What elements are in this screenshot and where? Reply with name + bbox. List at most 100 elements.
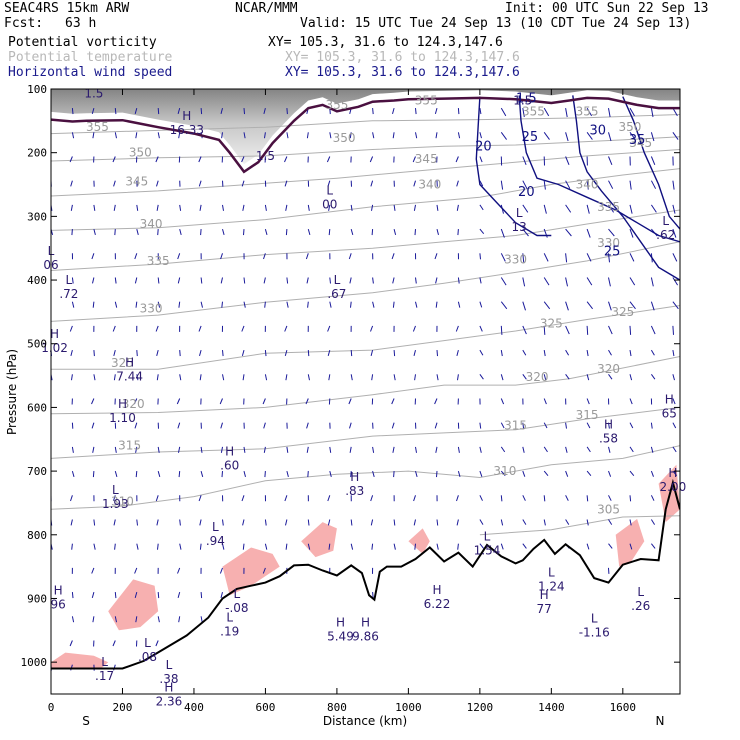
- wind-vector: [650, 325, 656, 335]
- extremum-symbol: L: [516, 206, 523, 220]
- wind-vector: [608, 180, 614, 189]
- extremum-symbol: L: [484, 529, 491, 543]
- wind-vector: [157, 108, 160, 115]
- wind-vector: [307, 519, 310, 526]
- x-axis-start-label: S: [82, 714, 90, 728]
- pv-negative-region-3: [301, 522, 337, 558]
- wind-vector: [650, 156, 656, 165]
- wind-vector: [415, 108, 417, 115]
- wind-vector: [522, 204, 529, 213]
- wind-vector: [543, 204, 547, 214]
- wind-vector: [135, 616, 138, 623]
- wind-vector: [177, 591, 181, 599]
- wind-vector: [415, 301, 418, 308]
- wind-vector: [522, 422, 525, 429]
- wind-vector: [372, 470, 375, 478]
- wind-vector: [71, 277, 74, 284]
- wind-vector: [349, 446, 352, 453]
- extremum-symbol: H: [164, 680, 173, 694]
- wind-vector: [114, 108, 117, 115]
- extremum-30: L.17: [95, 655, 114, 683]
- wind-vector: [200, 277, 203, 284]
- wind-vector: [284, 156, 288, 163]
- wind-vector: [243, 301, 246, 308]
- extremum-value: 1.93: [102, 497, 129, 511]
- wind-vector: [522, 156, 527, 165]
- wind-vector: [91, 422, 95, 429]
- wind-vector: [178, 471, 181, 478]
- wind-vector: [177, 107, 181, 115]
- wind-speed-contour-35: [622, 96, 680, 230]
- wind-vector: [565, 374, 570, 380]
- wind-vector: [92, 616, 95, 623]
- wind-vector: [241, 180, 245, 187]
- wind-vector: [307, 301, 309, 308]
- wind-vector: [415, 470, 418, 478]
- wind-vector: [243, 446, 246, 453]
- wind-vector: [393, 471, 395, 478]
- wind-vector: [157, 301, 161, 308]
- wind-vector: [328, 229, 331, 236]
- wind-vector: [565, 519, 570, 525]
- theta-label-355-0: 355: [86, 120, 109, 134]
- wind-vector: [500, 132, 508, 140]
- wind-vector: [479, 543, 484, 549]
- wind-vector: [565, 301, 569, 311]
- wind-vector: [92, 132, 95, 139]
- theta-label-325-1: 325: [540, 316, 563, 330]
- wind-vector: [71, 108, 74, 115]
- wind-vector: [349, 132, 352, 139]
- y-tick-label-1000: 1000: [21, 656, 48, 669]
- field-xy-theta: XY= 105.3, 31.6 to 124.3,147.6: [285, 50, 520, 65]
- wind-vector: [565, 204, 572, 213]
- wind-vector: [672, 422, 677, 429]
- theta-label-325-2: 325: [611, 305, 634, 319]
- wind-vector: [629, 398, 633, 405]
- wind-vector: [93, 204, 96, 211]
- wind-vector: [608, 543, 613, 549]
- theta-contour-325: [51, 305, 680, 370]
- wind-vector: [241, 156, 245, 163]
- wind-vector: [327, 349, 331, 357]
- extremum-symbol: H: [665, 393, 674, 407]
- wind-vector: [479, 156, 483, 163]
- wind-vector: [586, 519, 589, 526]
- wind-vector: [92, 446, 95, 453]
- wind-speed-label-5: 30: [590, 123, 607, 138]
- field-name-wind: Horizontal wind speed: [8, 65, 173, 80]
- wind-vector: [414, 229, 416, 236]
- wind-vector: [243, 277, 246, 284]
- wind-vector: [479, 228, 485, 235]
- y-tick-label-600: 600: [27, 401, 47, 414]
- y-tick-label-500: 500: [27, 338, 47, 351]
- pv-negative-region-4: [408, 528, 430, 554]
- wind-vector: [285, 519, 288, 526]
- extremum-symbol: H: [540, 588, 549, 602]
- wind-vector: [608, 446, 611, 453]
- wind-vector: [114, 616, 117, 623]
- wind-vector: [413, 180, 416, 187]
- forecast-label: Fcst:: [4, 16, 44, 31]
- theta-label-350-1: 350: [333, 131, 356, 145]
- wind-vector: [307, 543, 311, 550]
- wind-vector: [629, 519, 632, 526]
- wind-vector: [672, 253, 678, 262]
- x-axis-end-label: N: [656, 714, 665, 728]
- wind-vector: [179, 543, 182, 550]
- wind-vector: [393, 519, 396, 526]
- wind-vector: [436, 374, 439, 381]
- extremum-symbol: H: [668, 466, 677, 480]
- wind-vector: [350, 374, 353, 381]
- wind-vector: [608, 422, 610, 429]
- wind-vector: [608, 301, 612, 311]
- wind-vector: [71, 446, 74, 453]
- wind-vector: [178, 301, 181, 308]
- wind-vector: [479, 446, 482, 453]
- wind-vector: [543, 374, 547, 381]
- wind-vector: [93, 543, 96, 550]
- wind-vector: [629, 325, 632, 335]
- wind-vector: [242, 543, 245, 550]
- wind-vector: [586, 228, 591, 238]
- theta-contour-315: [51, 406, 680, 459]
- wind-vector: [413, 204, 416, 211]
